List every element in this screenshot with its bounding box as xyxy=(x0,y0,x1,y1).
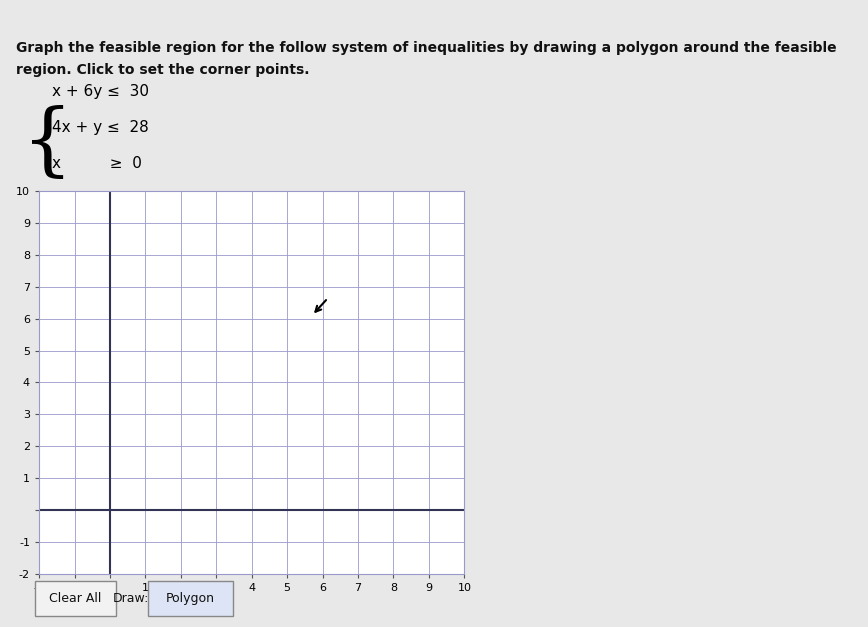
Text: Graph the feasible region for the follow system of inequalities by drawing a pol: Graph the feasible region for the follow… xyxy=(16,41,836,55)
Text: Clear All: Clear All xyxy=(49,593,102,605)
Text: 4x + y ≤  28: 4x + y ≤ 28 xyxy=(52,120,148,135)
Text: x          ≥  0: x ≥ 0 xyxy=(52,156,142,171)
Text: {: { xyxy=(22,105,73,183)
FancyBboxPatch shape xyxy=(148,581,233,616)
Text: Polygon: Polygon xyxy=(166,593,214,605)
Text: region. Click to set the corner points.: region. Click to set the corner points. xyxy=(16,63,309,76)
FancyBboxPatch shape xyxy=(35,581,115,616)
Text: Draw:: Draw: xyxy=(112,593,148,605)
Text: x + 6y ≤  30: x + 6y ≤ 30 xyxy=(52,84,149,99)
Text: y          ≥  0: y ≥ 0 xyxy=(52,192,142,207)
